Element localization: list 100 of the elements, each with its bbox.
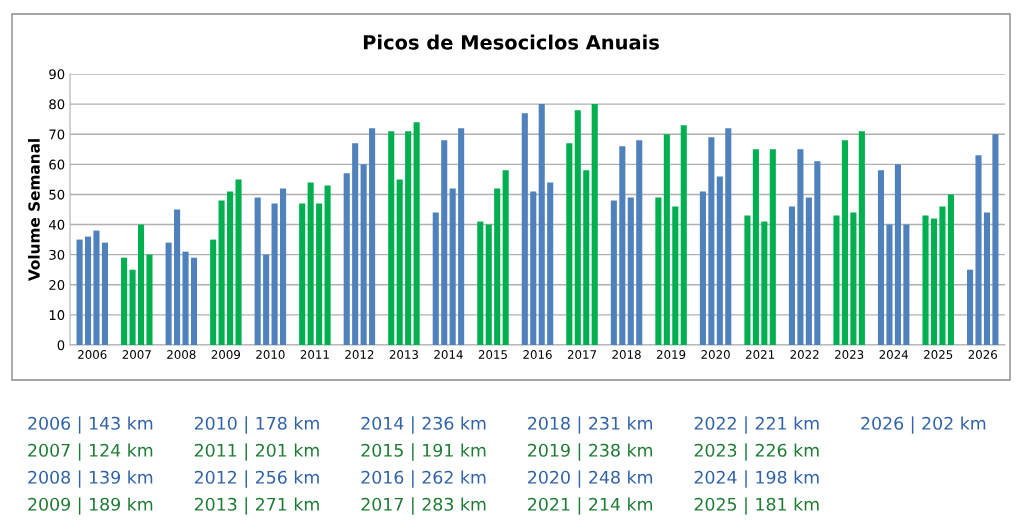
text: 2013 | 271 km bbox=[194, 497, 319, 515]
bar bbox=[805, 197, 812, 345]
bar bbox=[725, 128, 732, 345]
bar bbox=[547, 182, 554, 345]
text: 2009 | 189 km bbox=[28, 497, 153, 515]
x-tick-label: 2024 bbox=[879, 350, 909, 359]
bar bbox=[636, 140, 643, 345]
x-tick-label: 2006 bbox=[78, 350, 107, 359]
bar bbox=[877, 170, 885, 345]
text: 2016 | 262 km bbox=[361, 470, 486, 488]
bar bbox=[210, 239, 217, 345]
x-tick-label: 2025 bbox=[924, 350, 953, 359]
bar bbox=[502, 170, 509, 345]
bar bbox=[324, 185, 331, 345]
bar bbox=[227, 191, 234, 345]
bar bbox=[432, 212, 439, 345]
bar bbox=[477, 221, 484, 345]
bar bbox=[121, 257, 128, 345]
bar bbox=[101, 242, 108, 345]
bar bbox=[218, 200, 225, 345]
bar bbox=[538, 104, 545, 345]
bar bbox=[84, 236, 92, 345]
bar bbox=[788, 206, 795, 345]
bar bbox=[574, 110, 581, 345]
bar bbox=[254, 197, 261, 345]
bar bbox=[619, 146, 626, 345]
bar bbox=[983, 212, 991, 345]
bar bbox=[441, 140, 448, 345]
text: 2018 | 231 km bbox=[528, 416, 653, 434]
bar bbox=[841, 140, 848, 345]
y-tick-label: 10 bbox=[49, 310, 65, 321]
bar bbox=[903, 224, 910, 345]
text: 2021 | 214 km bbox=[528, 497, 653, 515]
bar bbox=[858, 131, 865, 345]
bar bbox=[343, 173, 350, 345]
bar bbox=[316, 203, 323, 345]
text: 2011 | 201 km bbox=[194, 443, 319, 461]
bar bbox=[894, 164, 901, 345]
bar bbox=[307, 182, 314, 345]
bar bbox=[129, 269, 136, 345]
bar bbox=[190, 257, 198, 345]
x-tick-label: 2012 bbox=[345, 350, 374, 359]
bar bbox=[521, 113, 528, 345]
text: 2023 | 226 km bbox=[694, 443, 819, 461]
x-tick-label: 2010 bbox=[256, 350, 285, 359]
bar bbox=[716, 176, 723, 345]
bar bbox=[396, 179, 403, 345]
text: 2019 | 238 km bbox=[528, 443, 653, 461]
bar bbox=[485, 224, 492, 345]
bar bbox=[271, 203, 278, 345]
bar bbox=[752, 149, 759, 345]
bar bbox=[352, 143, 359, 345]
text: 2020 | 248 km bbox=[528, 470, 653, 488]
bar bbox=[833, 215, 840, 345]
bar bbox=[663, 134, 670, 345]
text: 2012 | 256 km bbox=[194, 470, 319, 488]
bar bbox=[360, 164, 367, 345]
x-tick-label: 2022 bbox=[790, 350, 819, 359]
text: 2006 | 143 km bbox=[28, 416, 153, 434]
x-tick-label: 2008 bbox=[167, 350, 196, 359]
x-tick-label: 2016 bbox=[523, 350, 552, 359]
bar bbox=[182, 251, 189, 345]
bar bbox=[566, 143, 573, 345]
bar bbox=[413, 122, 420, 345]
bar bbox=[137, 224, 145, 345]
x-tick-label: 2009 bbox=[211, 350, 241, 359]
bar bbox=[610, 200, 617, 345]
y-tick-label: 90 bbox=[49, 69, 65, 80]
y-tick-label: 20 bbox=[49, 280, 65, 290]
bar bbox=[744, 215, 751, 345]
text: 2025 | 181 km bbox=[694, 497, 819, 515]
bar bbox=[627, 197, 634, 345]
bar bbox=[530, 191, 537, 345]
text: 2024 | 198 km bbox=[694, 470, 819, 488]
bar bbox=[583, 170, 590, 345]
bar bbox=[947, 194, 954, 345]
bar bbox=[761, 221, 768, 345]
bar bbox=[76, 239, 83, 345]
text: 2014 | 236 km bbox=[361, 416, 486, 434]
bar bbox=[992, 134, 999, 345]
x-tick-label: 2014 bbox=[434, 350, 463, 359]
bar bbox=[93, 230, 100, 345]
y-tick-label: 0 bbox=[57, 340, 65, 351]
text: 2015 | 191 km bbox=[361, 443, 486, 461]
bar bbox=[680, 125, 687, 345]
bar bbox=[930, 218, 938, 345]
bar bbox=[146, 254, 153, 345]
x-tick-label: 2007 bbox=[122, 350, 151, 359]
bar bbox=[699, 191, 706, 345]
x-tick-label: 2013 bbox=[389, 350, 418, 359]
bar bbox=[449, 188, 456, 345]
chart-title: Picos de Mesociclos Anuais bbox=[363, 34, 659, 50]
bar bbox=[299, 203, 306, 345]
y-tick-label: 60 bbox=[49, 159, 65, 170]
bar bbox=[591, 104, 598, 345]
x-tick-label: 2020 bbox=[701, 350, 730, 359]
text: 2022 | 221 km bbox=[694, 416, 819, 434]
bar bbox=[797, 149, 804, 345]
bar bbox=[263, 254, 270, 345]
y-tick-label: 30 bbox=[49, 249, 65, 260]
